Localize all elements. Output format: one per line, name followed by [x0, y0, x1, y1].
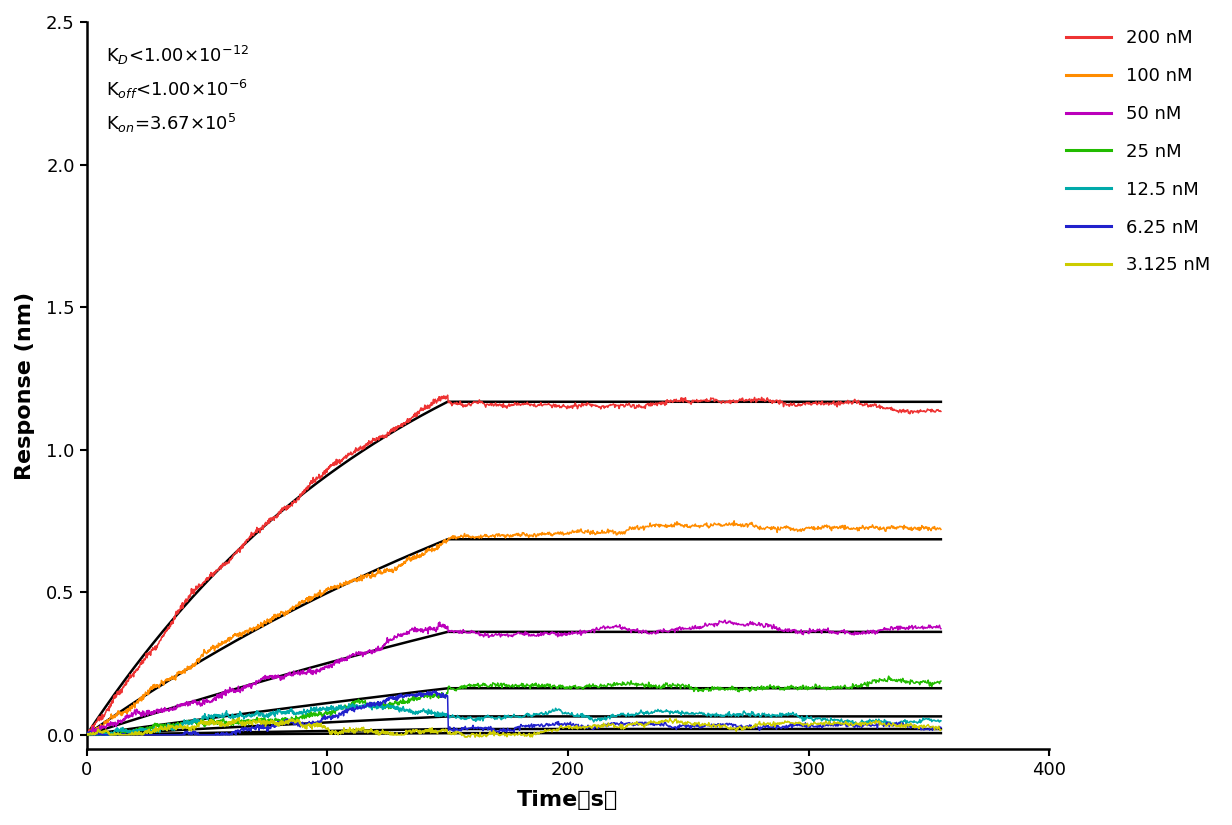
- 12.5 nM: [934, 716, 949, 726]
- 50 nM: [250, 676, 265, 686]
- 25 nM: [898, 678, 913, 688]
- 12.5 nM: [306, 705, 320, 715]
- 50 nM: [377, 639, 392, 649]
- 3.125 nM: [934, 724, 949, 734]
- 25 nM: [934, 676, 949, 686]
- 50 nM: [898, 625, 913, 634]
- 100 nM: [727, 516, 742, 526]
- 6.25 nM: [934, 723, 949, 733]
- 50 nM: [888, 624, 903, 634]
- Line: 6.25 nM: 6.25 nM: [86, 691, 941, 735]
- 200 nM: [899, 406, 914, 416]
- Legend: 200 nM, 100 nM, 50 nM, 25 nM, 12.5 nM, 6.25 nM, 3.125 nM: 200 nM, 100 nM, 50 nM, 25 nM, 12.5 nM, 6…: [1058, 22, 1217, 281]
- 3.125 nM: [250, 717, 265, 727]
- Line: 3.125 nM: 3.125 nM: [86, 718, 941, 738]
- 200 nM: [79, 730, 94, 740]
- 100 nM: [934, 525, 949, 535]
- 25 nM: [904, 676, 919, 686]
- 100 nM: [306, 593, 320, 603]
- 50 nM: [79, 730, 94, 740]
- 50 nM: [306, 670, 320, 680]
- 12.5 nM: [377, 702, 392, 712]
- 12.5 nM: [904, 717, 919, 727]
- 6.25 nM: [306, 718, 320, 728]
- 3.125 nM: [306, 719, 320, 729]
- 100 nM: [80, 730, 95, 740]
- 200 nM: [80, 730, 95, 740]
- Text: K$_D$<1.00×10$^{-12}$
K$_{off}$<1.00×10$^{-6}$
K$_{on}$=3.67×10$^5$: K$_D$<1.00×10$^{-12}$ K$_{off}$<1.00×10$…: [106, 44, 249, 134]
- 6.25 nM: [85, 730, 100, 740]
- 25 nM: [79, 730, 94, 740]
- 100 nM: [906, 524, 920, 534]
- 200 nM: [890, 405, 904, 415]
- 6.25 nM: [899, 719, 914, 729]
- 12.5 nM: [898, 716, 913, 726]
- 100 nM: [899, 523, 914, 533]
- 200 nM: [440, 390, 455, 400]
- Line: 12.5 nM: 12.5 nM: [86, 704, 941, 735]
- X-axis label: Time（s）: Time（s）: [517, 790, 618, 810]
- 6.25 nM: [890, 718, 904, 728]
- 25 nM: [888, 676, 903, 686]
- Line: 200 nM: 200 nM: [86, 395, 941, 735]
- 200 nM: [250, 526, 265, 535]
- 25 nM: [881, 672, 896, 681]
- 6.25 nM: [377, 697, 392, 707]
- 50 nM: [904, 620, 919, 630]
- 25 nM: [306, 709, 320, 719]
- 3.125 nM: [890, 722, 904, 732]
- 100 nM: [79, 730, 94, 740]
- 25 nM: [250, 712, 265, 722]
- 6.25 nM: [79, 728, 94, 738]
- Line: 50 nM: 50 nM: [86, 620, 941, 735]
- 25 nM: [377, 700, 392, 710]
- Line: 25 nM: 25 nM: [86, 676, 941, 735]
- 50 nM: [934, 624, 949, 634]
- 100 nM: [890, 524, 904, 534]
- 12.5 nM: [79, 730, 94, 740]
- 200 nM: [906, 408, 920, 418]
- 3.125 nM: [899, 719, 914, 729]
- 200 nM: [377, 432, 392, 442]
- Line: 100 nM: 100 nM: [86, 521, 941, 735]
- 100 nM: [377, 568, 392, 577]
- 6.25 nM: [426, 686, 441, 696]
- 6.25 nM: [906, 721, 920, 731]
- Y-axis label: Response (nm): Response (nm): [15, 291, 34, 479]
- 100 nM: [250, 624, 265, 634]
- 12.5 nM: [888, 719, 903, 729]
- 3.125 nM: [377, 728, 392, 738]
- 200 nM: [306, 473, 320, 483]
- 50 nM: [717, 615, 732, 625]
- 200 nM: [934, 407, 949, 417]
- 3.125 nM: [906, 722, 920, 732]
- 6.25 nM: [250, 720, 265, 730]
- 3.125 nM: [79, 729, 94, 739]
- 3.125 nM: [232, 713, 246, 723]
- 12.5 nM: [250, 709, 265, 719]
- 12.5 nM: [372, 699, 387, 709]
- 3.125 nM: [468, 733, 483, 742]
